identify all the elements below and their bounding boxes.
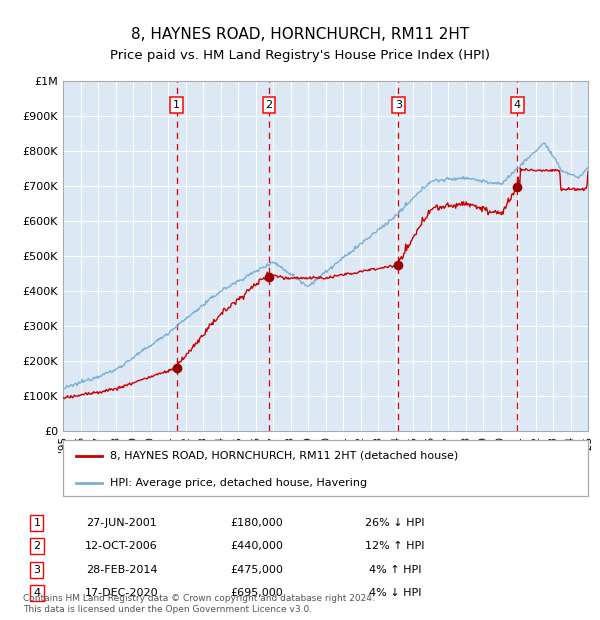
Text: 2: 2: [34, 541, 40, 551]
Text: 4% ↓ HPI: 4% ↓ HPI: [369, 588, 421, 598]
Text: 4% ↑ HPI: 4% ↑ HPI: [369, 565, 421, 575]
Text: £475,000: £475,000: [230, 565, 283, 575]
Text: Price paid vs. HM Land Registry's House Price Index (HPI): Price paid vs. HM Land Registry's House …: [110, 50, 490, 62]
Text: 4: 4: [34, 588, 40, 598]
Text: 3: 3: [34, 565, 40, 575]
Text: 1: 1: [173, 100, 180, 110]
Text: 27-JUN-2001: 27-JUN-2001: [86, 518, 157, 528]
Text: Contains HM Land Registry data © Crown copyright and database right 2024.
This d: Contains HM Land Registry data © Crown c…: [23, 595, 374, 614]
Text: 2: 2: [266, 100, 273, 110]
Text: 28-FEB-2014: 28-FEB-2014: [86, 565, 157, 575]
Text: 12-OCT-2006: 12-OCT-2006: [85, 541, 158, 551]
Text: 12% ↑ HPI: 12% ↑ HPI: [365, 541, 425, 551]
Text: £695,000: £695,000: [230, 588, 283, 598]
Text: 17-DEC-2020: 17-DEC-2020: [85, 588, 158, 598]
Text: £180,000: £180,000: [230, 518, 283, 528]
Text: 1: 1: [34, 518, 40, 528]
Text: 8, HAYNES ROAD, HORNCHURCH, RM11 2HT: 8, HAYNES ROAD, HORNCHURCH, RM11 2HT: [131, 27, 469, 42]
Text: HPI: Average price, detached house, Havering: HPI: Average price, detached house, Have…: [110, 477, 367, 487]
Text: 26% ↓ HPI: 26% ↓ HPI: [365, 518, 425, 528]
Text: £440,000: £440,000: [230, 541, 283, 551]
Text: 8, HAYNES ROAD, HORNCHURCH, RM11 2HT (detached house): 8, HAYNES ROAD, HORNCHURCH, RM11 2HT (de…: [110, 451, 458, 461]
Text: 4: 4: [514, 100, 521, 110]
Text: 3: 3: [395, 100, 402, 110]
FancyBboxPatch shape: [63, 440, 588, 496]
